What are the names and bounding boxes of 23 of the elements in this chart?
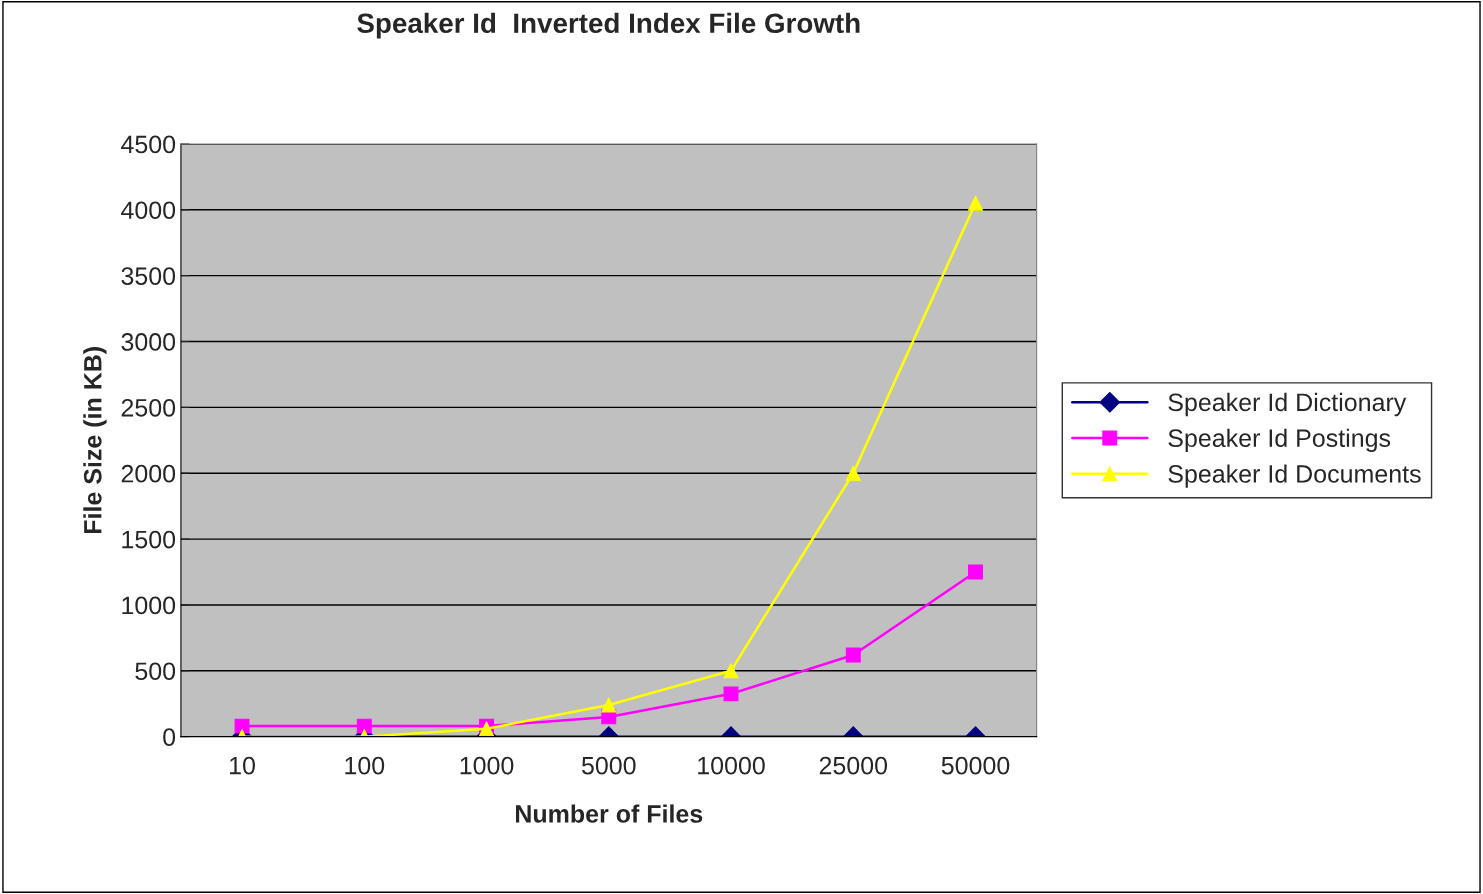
y-tick-label: 1500	[122, 530, 176, 549]
y-tick-label: 2500	[121, 398, 176, 417]
y-tick-label: 0	[163, 728, 176, 746]
y-tick-label: 500	[135, 662, 176, 681]
chart-title: Speaker Id Inverted Index File Growth	[357, 12, 860, 39]
y-tick-label: 2000	[121, 464, 176, 483]
legend-label: Speaker Id Documents	[1168, 464, 1421, 488]
x-tick-label: 5000	[581, 756, 636, 775]
x-axis-title: Number of Files	[515, 804, 703, 823]
x-tick-label: 10	[230, 756, 255, 775]
y-tick-label: 3000	[121, 333, 176, 351]
legend-label: Speaker Id Dictionary	[1168, 392, 1407, 417]
x-tick-label: 25000	[819, 756, 888, 775]
y-axis-title: File Size (in KB)	[83, 347, 107, 534]
x-tick-label: 10000	[698, 756, 765, 775]
x-tick-label: 50000	[941, 756, 1010, 775]
y-tick-label: 4000	[121, 201, 176, 220]
x-tick-label: 1000	[460, 756, 514, 775]
x-tick-label: 100	[345, 756, 385, 775]
y-tick-label: 4500	[121, 135, 176, 154]
legend-label: Speaker Id Postings	[1168, 428, 1391, 452]
y-tick-label: 3500	[121, 267, 176, 285]
y-tick-label: 1000	[122, 596, 176, 615]
